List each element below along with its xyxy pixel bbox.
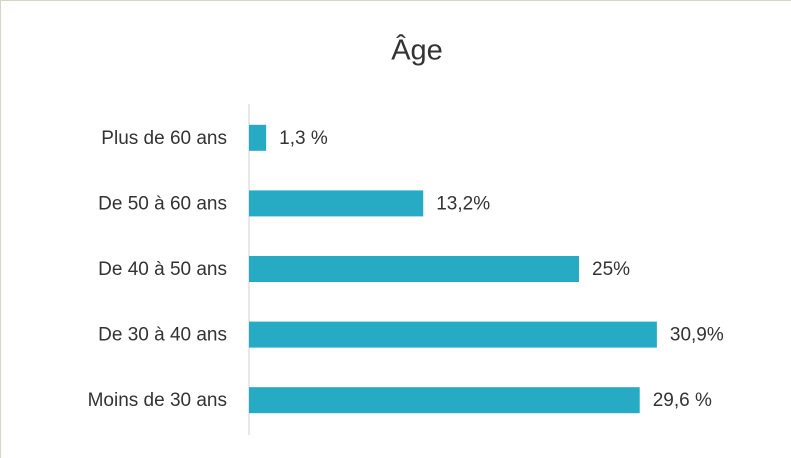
- y-tick-label: Moins de 30 ans: [88, 390, 227, 411]
- bar: [249, 124, 267, 151]
- value-label: 25%: [592, 259, 630, 280]
- value-label: 30,9%: [670, 325, 724, 346]
- value-label: 13,2%: [436, 193, 490, 214]
- bar: [249, 387, 640, 414]
- chart-title: Âge: [391, 34, 443, 67]
- value-label: 1,3 %: [279, 128, 328, 149]
- value-label: 29,6 %: [653, 390, 712, 411]
- y-tick-label: De 30 à 40 ans: [98, 325, 227, 346]
- bar: [249, 190, 424, 217]
- y-tick-label: Plus de 60 ans: [101, 128, 227, 149]
- bar: [249, 256, 579, 282]
- bar: [249, 321, 657, 348]
- y-tick-label: De 40 à 50 ans: [98, 259, 227, 280]
- y-tick-label: De 50 à 60 ans: [98, 193, 227, 214]
